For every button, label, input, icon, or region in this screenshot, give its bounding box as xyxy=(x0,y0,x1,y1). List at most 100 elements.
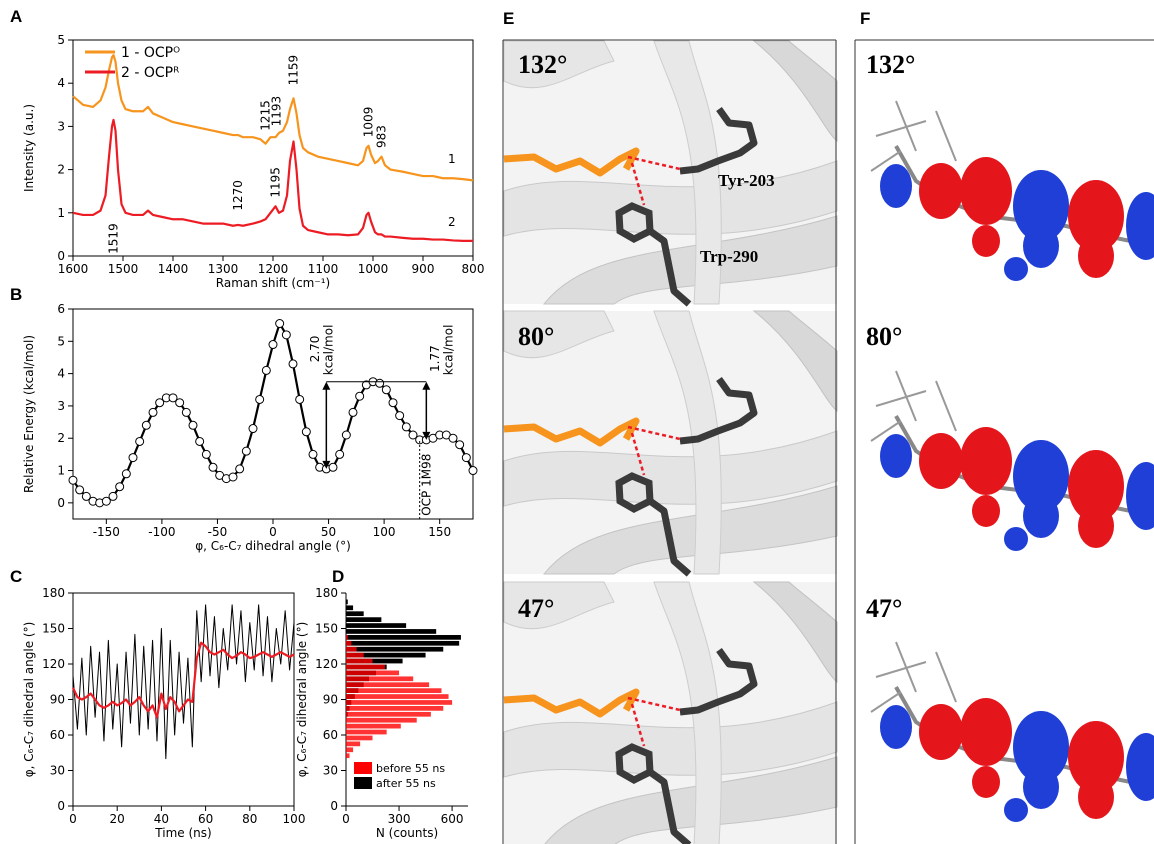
annotation: 2 xyxy=(448,215,456,229)
data-point xyxy=(181,407,191,417)
data-point xyxy=(208,462,218,472)
x-tick-label: 300 xyxy=(388,812,411,826)
annotation: kcal/mol xyxy=(322,325,336,376)
histogram-bar xyxy=(346,658,373,664)
data-point xyxy=(68,475,78,485)
data-point xyxy=(455,440,465,450)
x-axis-label: φ, C₆-C₇ dihedral angle (°) xyxy=(195,539,351,553)
x-tick-label: 1200 xyxy=(258,262,289,276)
data-point xyxy=(195,436,205,446)
histogram-bar xyxy=(346,635,461,640)
histogram-bar xyxy=(346,640,460,646)
orbital-image xyxy=(854,39,1154,306)
x-tick-label: -150 xyxy=(93,525,120,539)
histogram-bar xyxy=(346,711,431,717)
panel-label: A xyxy=(10,7,22,26)
histogram-bar xyxy=(346,729,387,735)
data-point xyxy=(255,394,265,404)
y-tick-label: 90 xyxy=(50,693,65,707)
y-tick-label: 90 xyxy=(323,693,338,707)
histogram-bar xyxy=(346,723,401,729)
data-point xyxy=(461,453,471,463)
y-tick-label: 60 xyxy=(323,728,338,742)
histogram-bar xyxy=(346,682,430,688)
annotation: 1519 xyxy=(107,223,121,254)
y-tick-label: 30 xyxy=(323,764,338,778)
histogram-bar xyxy=(346,629,437,634)
x-tick-label: 0 xyxy=(269,525,277,539)
x-tick-label: -50 xyxy=(208,525,228,539)
x-tick-label: 900 xyxy=(412,262,435,276)
data-point xyxy=(228,472,238,482)
data-point xyxy=(281,330,291,340)
series-line xyxy=(72,54,474,182)
arrow-head xyxy=(422,381,431,390)
data-point xyxy=(141,420,151,430)
annotation: 1270 xyxy=(231,180,245,211)
arrow-head xyxy=(422,431,431,440)
data-point xyxy=(235,464,245,474)
y-tick-label: 4 xyxy=(57,76,65,90)
data-point xyxy=(275,319,285,329)
annotation: kcal/mol xyxy=(442,325,456,376)
data-point xyxy=(108,491,118,501)
angle-label: 132° xyxy=(518,50,567,79)
x-tick-label: 1300 xyxy=(208,262,239,276)
series-line xyxy=(72,322,474,504)
y-tick-label: 5 xyxy=(57,334,65,348)
annotation: 2.70 xyxy=(308,336,322,363)
data-point xyxy=(201,449,211,459)
histogram-bar xyxy=(346,623,407,628)
histogram-bar xyxy=(346,694,449,699)
histogram-bar xyxy=(346,652,426,658)
series-line xyxy=(72,118,473,242)
x-tick-label: 150 xyxy=(428,525,451,539)
histogram-bar xyxy=(346,611,364,617)
data-point xyxy=(81,491,91,501)
y-axis-label: φ, C₆-C₇ dihedral angle (°) xyxy=(295,622,309,778)
x-tick-label: 1100 xyxy=(308,262,339,276)
y-tick-label: 2 xyxy=(57,431,65,445)
panel-label: F xyxy=(860,9,870,28)
x-tick-label: 1500 xyxy=(108,262,139,276)
y-tick-label: 60 xyxy=(50,728,65,742)
y-tick-label: 180 xyxy=(315,586,338,600)
x-tick-label: 100 xyxy=(373,525,396,539)
histogram-bar xyxy=(346,635,348,640)
y-axis-label: Intensity (a.u.) xyxy=(22,104,36,192)
y-axis-label: Relative Energy (kcal/mol) xyxy=(22,335,36,493)
legend-swatch xyxy=(354,762,372,774)
data-point xyxy=(355,391,365,401)
annotation: 1.77 xyxy=(428,345,442,372)
angle-label: 47° xyxy=(518,594,554,623)
histogram-bar xyxy=(346,605,354,611)
y-tick-label: 3 xyxy=(57,399,65,413)
annotation: 983 xyxy=(375,125,389,148)
histogram-bar xyxy=(346,640,352,646)
y-tick-label: 150 xyxy=(315,622,338,636)
data-point xyxy=(175,398,185,408)
panel-label: D xyxy=(332,567,344,586)
histogram-bar xyxy=(346,646,444,652)
x-axis-label: Time (ns) xyxy=(154,826,211,840)
y-tick-label: 0 xyxy=(330,799,338,813)
x-tick-label: 20 xyxy=(110,812,125,826)
data-point xyxy=(248,424,258,434)
histogram-bar xyxy=(346,664,385,670)
legend-label: before 55 ns xyxy=(376,762,445,775)
angle-label: 80° xyxy=(866,322,902,351)
legend-label: 1 - OCPᴼ xyxy=(121,45,180,61)
structure-image xyxy=(504,41,837,304)
residue-label: Tyr-203 xyxy=(718,171,775,190)
data-point xyxy=(101,496,111,506)
y-tick-label: 180 xyxy=(42,586,65,600)
panel-e: E 132° 80° 47° Tyr-203 Trp-290 xyxy=(503,9,837,844)
x-tick-label: 60 xyxy=(198,812,213,826)
data-point xyxy=(295,394,305,404)
panel-label: E xyxy=(503,9,514,28)
data-point xyxy=(135,436,145,446)
annotation: OCP 1M98 xyxy=(419,454,433,516)
histogram-bar xyxy=(346,646,357,652)
